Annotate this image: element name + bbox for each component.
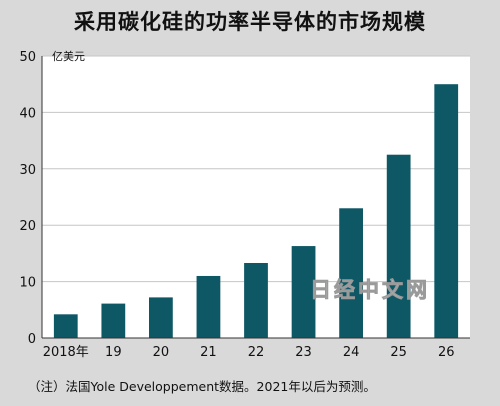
bar bbox=[339, 208, 363, 338]
chart-footnote: （注）法国Yole Developpement数据。2021年以后为预测。 bbox=[28, 379, 376, 394]
y-tick-label: 40 bbox=[19, 106, 36, 121]
chart-title: 采用碳化硅的功率半导体的市场规模 bbox=[74, 10, 426, 34]
y-tick-label: 0 bbox=[28, 332, 36, 347]
y-tick-label: 10 bbox=[19, 276, 36, 291]
x-tick-label: 20 bbox=[153, 345, 170, 360]
bar bbox=[434, 84, 459, 338]
x-tick-label: 23 bbox=[295, 345, 312, 360]
y-tick-label: 30 bbox=[19, 163, 36, 178]
x-tick-label: 24 bbox=[343, 345, 360, 360]
x-tick-label: 26 bbox=[438, 345, 455, 360]
watermark: 日经中文网 bbox=[310, 278, 430, 302]
bar bbox=[196, 275, 221, 338]
y-axis-unit-label: 亿美元 bbox=[52, 50, 85, 63]
x-tick-label: 22 bbox=[248, 345, 265, 360]
bar bbox=[291, 246, 316, 338]
x-axis-ticks: 2018年 19 20 21 22 23 24 25 26 bbox=[43, 345, 455, 360]
bar bbox=[53, 314, 78, 338]
y-axis-ticks: 0 10 20 30 40 50 bbox=[19, 50, 36, 347]
x-tick-label: 19 bbox=[105, 345, 122, 360]
x-tick-label: 21 bbox=[200, 345, 217, 360]
bar bbox=[244, 262, 268, 338]
x-tick-label: 25 bbox=[390, 345, 407, 360]
bar bbox=[386, 154, 411, 338]
y-tick-label: 50 bbox=[19, 50, 36, 65]
bars bbox=[53, 84, 459, 338]
x-tick-label: 2018年 bbox=[43, 345, 89, 360]
bar bbox=[101, 303, 126, 338]
y-tick-label: 20 bbox=[19, 219, 36, 234]
bar bbox=[149, 297, 173, 338]
